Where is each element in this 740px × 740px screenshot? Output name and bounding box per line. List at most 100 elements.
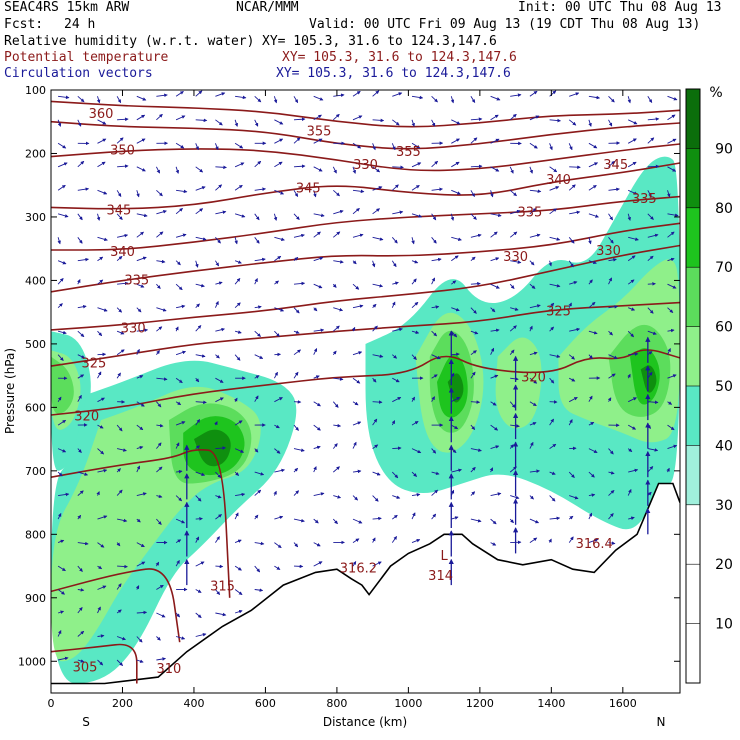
circulation-vector: [509, 444, 514, 449]
circulation-vector: [293, 281, 306, 286]
circulation-vector: [352, 91, 361, 97]
circulation-vector: [234, 420, 243, 426]
circulation-vector: [431, 95, 438, 103]
circulation-vector: [234, 162, 245, 168]
circulation-vector: [372, 418, 378, 426]
circulation-vector: [667, 213, 679, 217]
circulation-vector: [176, 189, 188, 194]
circulation-vector: [647, 371, 653, 379]
circulation-vector: [77, 330, 85, 338]
circulation-vector: [215, 327, 225, 332]
circulation-vector: [627, 279, 635, 285]
circulation-vector: [510, 307, 519, 311]
circulation-vector: [451, 189, 461, 195]
circulation-vector: [215, 281, 223, 285]
x-tick-label: 1200: [466, 697, 494, 710]
circulation-vector: [431, 448, 437, 454]
init-time: Init: 00 UTC Thu 08 Aug 13: [518, 0, 722, 15]
theta-label: 350: [110, 143, 135, 158]
circulation-vector: [57, 142, 67, 149]
circulation-vector: [588, 448, 598, 454]
circulation-vector: [392, 446, 402, 451]
circulation-vector: [97, 236, 108, 242]
circulation-vector: [234, 142, 244, 149]
circulation-vector: [156, 612, 166, 618]
circulation-vector: [254, 541, 265, 546]
colorbar-swatch: [686, 267, 700, 327]
circulation-vector: [313, 166, 323, 172]
circulation-vector: [214, 300, 219, 308]
circulation-vector: [667, 114, 676, 121]
circulation-vector: [332, 518, 338, 525]
circulation-vector: [470, 424, 476, 430]
circulation-vector: [58, 95, 70, 100]
circulation-vector: [254, 395, 259, 402]
circulation-vector: [470, 330, 479, 335]
circulation-vector: [97, 307, 108, 312]
theta-contour: [51, 100, 680, 128]
circulation-vector: [136, 424, 144, 431]
circulation-vector: [352, 166, 356, 174]
circulation-vector: [392, 327, 403, 332]
circulation-vector: [568, 377, 576, 382]
circulation-vector: [411, 354, 417, 361]
circulation-vector: [274, 161, 283, 168]
circulation-vector: [195, 236, 207, 241]
x-tick-label: 200: [112, 697, 133, 710]
circulation-vector: [116, 349, 125, 356]
circulation-vector: [254, 305, 262, 309]
circulation-vector: [136, 492, 147, 497]
circulation-vector: [234, 119, 239, 127]
circulation-vector: [549, 118, 561, 123]
circulation-vector: [470, 371, 476, 379]
circulation-vector: [392, 514, 398, 520]
circulation-vector: [411, 493, 421, 497]
circulation-vector: [332, 401, 339, 408]
theta-label: 340: [546, 173, 571, 188]
circulation-vector: [175, 495, 183, 502]
circulation-vector: [529, 422, 537, 426]
circulation-vector: [117, 164, 129, 168]
circulation-vector: [274, 515, 284, 520]
circulation-vector: [608, 330, 613, 336]
circulation-vector: [451, 119, 461, 125]
circulation-vector: [372, 325, 378, 332]
theta-label: 335: [517, 206, 542, 221]
circulation-vector: [116, 609, 122, 614]
circulation-vector: [97, 161, 106, 168]
circulation-vector: [490, 114, 499, 121]
circulation-vector: [607, 397, 612, 402]
circulation-vector: [549, 354, 561, 359]
circulation-vector: [371, 260, 376, 268]
circulation-vector: [647, 448, 659, 452]
circulation-vector: [352, 233, 364, 238]
circulation-vector: [156, 326, 163, 332]
circulation-vector: [116, 448, 127, 452]
circulation-vector: [215, 184, 223, 191]
circulation-vector: [667, 231, 675, 238]
circulation-vector: [117, 564, 128, 569]
circulation-vector: [254, 588, 264, 592]
circulation-vector: [667, 328, 675, 333]
circulation-vector: [175, 142, 185, 149]
circulation-vector: [97, 371, 102, 379]
circulation-vector: [391, 184, 399, 191]
circulation-vector: [195, 325, 202, 332]
circulation-vector: [352, 560, 357, 567]
terrain-line: [51, 482, 680, 685]
x-tick-label: 400: [183, 697, 204, 710]
circulation-vector: [667, 257, 675, 262]
theta-label: 335: [632, 192, 657, 207]
circulation-vector: [549, 283, 561, 288]
circulation-vector: [411, 421, 419, 426]
circulation-vector: [97, 585, 107, 590]
circulation-vector: [627, 448, 633, 452]
circulation-vector: [549, 302, 555, 309]
circulation-vector: [529, 377, 538, 384]
circulation-vector: [58, 492, 70, 497]
circulation-vector: [372, 166, 381, 173]
circulation-vector: [77, 187, 90, 191]
circulation-vector: [470, 350, 477, 356]
circulation-vector: [175, 612, 181, 618]
circulation-vector: [411, 471, 418, 477]
